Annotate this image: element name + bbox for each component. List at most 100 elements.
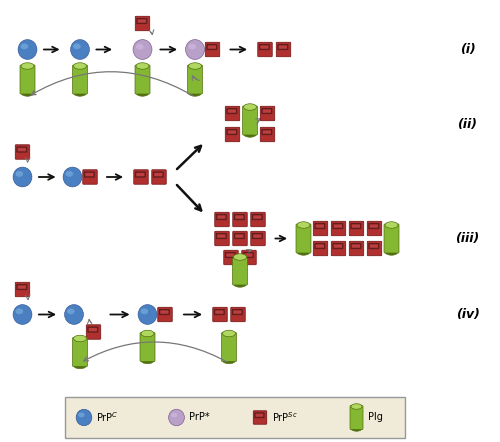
Ellipse shape <box>385 222 398 228</box>
FancyBboxPatch shape <box>368 221 382 236</box>
Text: (iv): (iv) <box>456 308 479 321</box>
Ellipse shape <box>234 281 246 287</box>
Ellipse shape <box>136 90 149 96</box>
FancyBboxPatch shape <box>369 224 378 229</box>
Ellipse shape <box>20 43 28 49</box>
Ellipse shape <box>136 63 149 69</box>
FancyBboxPatch shape <box>227 109 236 114</box>
FancyBboxPatch shape <box>135 65 150 94</box>
Ellipse shape <box>234 254 246 260</box>
FancyBboxPatch shape <box>251 212 266 227</box>
Text: PrP*: PrP* <box>188 412 209 423</box>
FancyBboxPatch shape <box>262 130 272 134</box>
FancyBboxPatch shape <box>260 127 275 142</box>
FancyBboxPatch shape <box>233 231 247 246</box>
FancyBboxPatch shape <box>252 215 262 219</box>
FancyBboxPatch shape <box>160 310 169 314</box>
FancyBboxPatch shape <box>226 106 240 121</box>
FancyBboxPatch shape <box>83 170 97 184</box>
FancyBboxPatch shape <box>15 145 30 159</box>
FancyBboxPatch shape <box>137 19 146 23</box>
Ellipse shape <box>67 309 74 314</box>
Ellipse shape <box>74 362 86 369</box>
FancyBboxPatch shape <box>349 221 364 236</box>
FancyBboxPatch shape <box>332 241 346 256</box>
FancyBboxPatch shape <box>251 231 266 246</box>
FancyBboxPatch shape <box>315 224 324 229</box>
Ellipse shape <box>168 409 184 426</box>
FancyBboxPatch shape <box>333 244 342 248</box>
FancyBboxPatch shape <box>232 310 242 314</box>
FancyBboxPatch shape <box>140 332 155 362</box>
FancyBboxPatch shape <box>244 253 253 257</box>
FancyBboxPatch shape <box>216 234 226 238</box>
FancyBboxPatch shape <box>332 221 346 236</box>
FancyBboxPatch shape <box>351 244 360 248</box>
Ellipse shape <box>70 40 90 59</box>
Text: (iii): (iii) <box>456 232 479 245</box>
Ellipse shape <box>297 249 310 255</box>
Text: PrP$^{Sc}$: PrP$^{Sc}$ <box>272 411 298 424</box>
Ellipse shape <box>186 40 204 59</box>
FancyBboxPatch shape <box>368 241 382 256</box>
FancyBboxPatch shape <box>154 172 163 177</box>
FancyBboxPatch shape <box>84 172 94 177</box>
FancyBboxPatch shape <box>20 65 35 94</box>
Ellipse shape <box>74 90 86 96</box>
Ellipse shape <box>21 63 34 69</box>
FancyBboxPatch shape <box>252 234 262 238</box>
FancyBboxPatch shape <box>15 282 30 297</box>
FancyBboxPatch shape <box>349 241 364 256</box>
FancyBboxPatch shape <box>242 250 256 265</box>
Ellipse shape <box>74 335 86 342</box>
Text: Plg: Plg <box>368 412 383 423</box>
FancyBboxPatch shape <box>207 45 216 50</box>
FancyBboxPatch shape <box>226 253 235 257</box>
Ellipse shape <box>188 44 196 50</box>
FancyBboxPatch shape <box>313 221 328 236</box>
FancyBboxPatch shape <box>384 224 399 253</box>
FancyBboxPatch shape <box>231 307 245 322</box>
Text: (i): (i) <box>460 43 475 56</box>
Ellipse shape <box>244 104 256 110</box>
FancyBboxPatch shape <box>213 307 228 322</box>
FancyBboxPatch shape <box>350 405 363 430</box>
Ellipse shape <box>188 90 202 96</box>
Ellipse shape <box>351 404 362 409</box>
FancyBboxPatch shape <box>260 45 269 50</box>
FancyBboxPatch shape <box>313 241 328 256</box>
FancyBboxPatch shape <box>17 285 26 290</box>
Ellipse shape <box>136 44 143 50</box>
FancyBboxPatch shape <box>315 244 324 248</box>
FancyBboxPatch shape <box>333 224 342 229</box>
Ellipse shape <box>222 330 235 337</box>
FancyBboxPatch shape <box>214 310 224 314</box>
Text: PrP$^C$: PrP$^C$ <box>96 411 118 424</box>
FancyBboxPatch shape <box>222 332 236 362</box>
Ellipse shape <box>76 409 92 426</box>
Ellipse shape <box>74 63 86 69</box>
Ellipse shape <box>171 413 177 418</box>
Ellipse shape <box>297 222 310 228</box>
FancyBboxPatch shape <box>369 244 378 248</box>
FancyBboxPatch shape <box>206 42 220 57</box>
FancyBboxPatch shape <box>258 42 272 57</box>
FancyBboxPatch shape <box>215 231 229 246</box>
Ellipse shape <box>66 171 73 177</box>
Ellipse shape <box>351 426 362 431</box>
Ellipse shape <box>16 171 23 177</box>
FancyBboxPatch shape <box>260 106 275 121</box>
FancyBboxPatch shape <box>88 327 98 332</box>
Ellipse shape <box>141 357 154 364</box>
Ellipse shape <box>13 167 32 187</box>
Ellipse shape <box>133 40 152 59</box>
FancyBboxPatch shape <box>234 234 244 238</box>
Ellipse shape <box>16 309 23 314</box>
Ellipse shape <box>141 330 154 337</box>
FancyBboxPatch shape <box>232 256 248 285</box>
Text: (ii): (ii) <box>458 118 477 131</box>
FancyBboxPatch shape <box>216 215 226 219</box>
FancyBboxPatch shape <box>72 338 88 366</box>
FancyBboxPatch shape <box>65 397 405 438</box>
FancyBboxPatch shape <box>158 307 172 322</box>
